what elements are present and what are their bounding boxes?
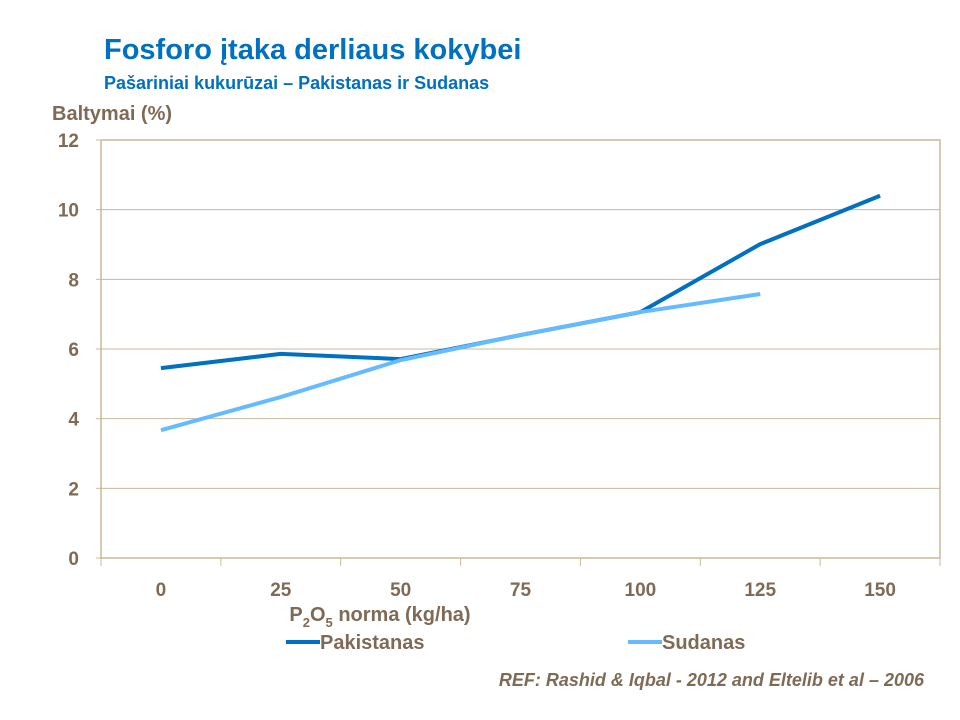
- x-tick-label: 150: [864, 580, 896, 601]
- y-axis-label: Baltymai (%): [52, 103, 173, 125]
- x-tick-label: 100: [625, 580, 657, 601]
- chart-subtitle: Pašariniai kukurūzai – Pakistanas ir Sud…: [104, 73, 490, 93]
- x-tick-label: 125: [744, 580, 776, 601]
- y-tick-label: 10: [58, 201, 79, 222]
- reference-note: REF: Rashid & Iqbal - 2012 and Eltelib e…: [498, 670, 924, 690]
- chart-title: Fosforo įtaka derliaus kokybei: [104, 34, 522, 66]
- y-tick-label: 0: [68, 549, 79, 570]
- y-tick-label: 8: [68, 270, 79, 291]
- y-tick-label: 12: [58, 131, 79, 152]
- y-tick-label: 6: [68, 340, 79, 361]
- y-tick-label: 4: [68, 410, 79, 431]
- x-tick-label: 75: [510, 580, 532, 601]
- x-tick-label: 0: [156, 580, 167, 601]
- series-line-sudanas: [160, 291, 761, 433]
- series-line-pakistanas: [160, 193, 881, 371]
- legend-label: Pakistanas: [320, 632, 425, 654]
- x-tick-label: 25: [270, 580, 292, 601]
- y-tick-label: 2: [68, 479, 79, 500]
- x-axis-label: P2O5 norma (kg/ha): [289, 604, 470, 630]
- legend-label: Sudanas: [662, 632, 745, 654]
- x-tick-label: 50: [390, 580, 411, 601]
